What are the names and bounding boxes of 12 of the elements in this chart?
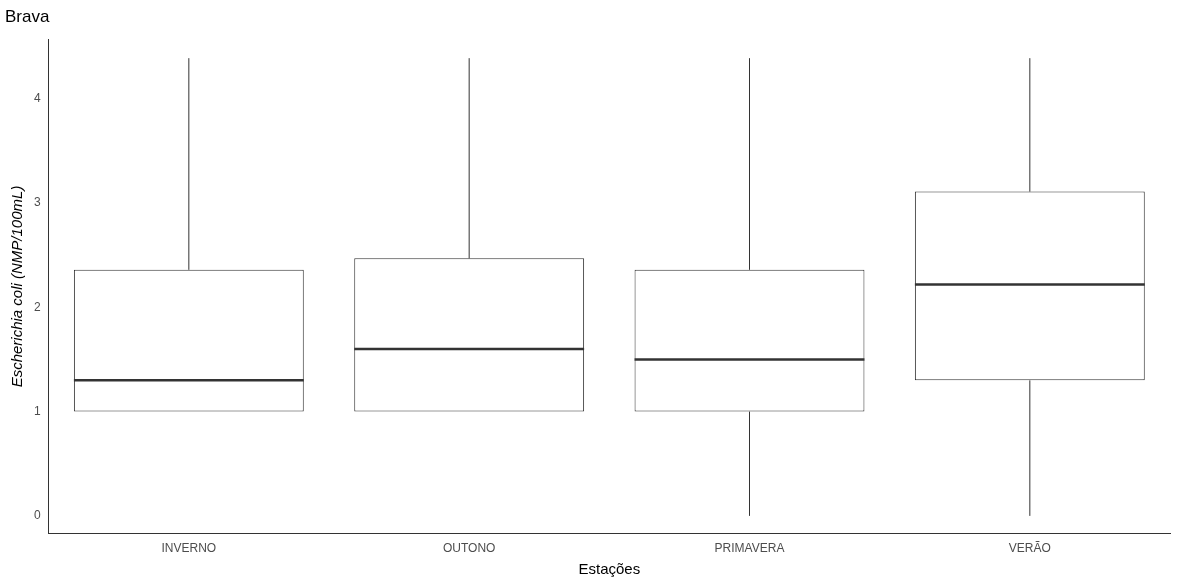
- x-tick-label: INVERNO: [161, 541, 217, 556]
- x-axis-title: Estações: [578, 560, 641, 578]
- y-tick-label: 0: [33, 508, 41, 523]
- y-tick-label: 2: [33, 299, 41, 314]
- chart-title: Brava: [5, 6, 50, 26]
- y-tick-label: 3: [33, 195, 41, 210]
- x-tick-label: PRIMAVERA: [714, 541, 785, 556]
- y-tick-label: 4: [33, 91, 41, 106]
- x-tick-label: VERÃO: [1008, 541, 1051, 556]
- y-tick-label: 1: [33, 403, 41, 418]
- y-axis-title: Escherichia coli (NMP/100mL): [8, 185, 26, 388]
- x-tick-label: OUTONO: [442, 541, 496, 556]
